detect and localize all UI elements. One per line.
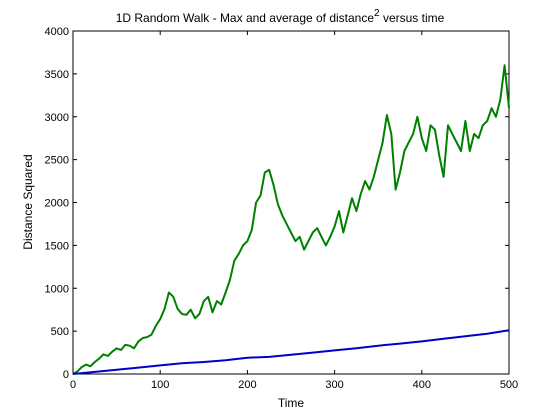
y-tick-label: 4000 [45, 26, 69, 38]
x-tick-label: 400 [413, 379, 431, 391]
y-tick-label: 0 [63, 369, 69, 381]
y-tick-label: 1000 [45, 283, 69, 295]
y-axis-label: Distance Squared [21, 154, 35, 249]
chart-title-superscript: 2 [374, 8, 380, 19]
series-max-line [72, 64, 510, 375]
y-tick-label: 1500 [45, 240, 69, 252]
y-tick-label: 3000 [45, 112, 69, 124]
x-tick-label: 500 [500, 379, 518, 391]
y-tick-label: 500 [51, 326, 69, 338]
chart-title-main: 1D Random Walk - Max and average of dist… [116, 11, 375, 25]
x-tick-label: 0 [70, 379, 76, 391]
plot-area [72, 30, 510, 375]
x-tick-label: 300 [325, 379, 343, 391]
ticks: 0 100 200 300 400 500 0 500 1000 1500 2000 2500 3000… [45, 26, 519, 391]
y-tick-label: 2500 [45, 155, 69, 167]
x-tick-label: 200 [238, 379, 256, 391]
series-average-line [72, 329, 510, 375]
y-tick-label: 3500 [45, 69, 69, 81]
series-layer [72, 64, 510, 375]
x-axis-label: Time [278, 396, 305, 410]
chart-title-tail: versus time [380, 11, 445, 25]
y-tick-label: 2000 [45, 198, 69, 210]
x-tick-label: 100 [151, 379, 169, 391]
chart-title: 1D Random Walk - Max and average of dist… [116, 8, 445, 25]
